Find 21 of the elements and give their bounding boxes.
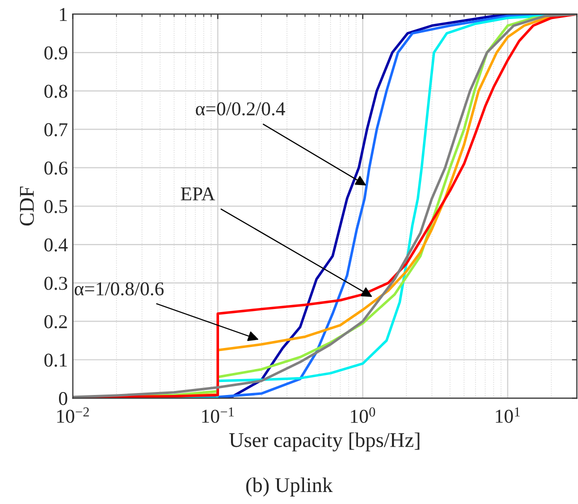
annotation: α=1/0.8/0.6: [74, 282, 164, 296]
text: (b) Uplink: [246, 478, 333, 496]
y-tick-label: 0.6: [44, 162, 68, 175]
y-tick-label: 0.1: [44, 354, 67, 367]
y-tick-label: 0: [58, 392, 68, 406]
annotation: EPA: [180, 187, 216, 200]
y-tick-label: 0.9: [44, 46, 68, 60]
y-tick-label: 0.4: [44, 238, 68, 252]
y-tick-label: 0.2: [44, 315, 67, 328]
y-tick-label: 0.3: [44, 276, 68, 290]
x-tick-label: 10$^{1}$: [496, 407, 520, 423]
x-tick-label: 10$^{−2}$: [57, 407, 89, 423]
x-tick-label: 10$^{−1}$: [202, 407, 234, 423]
annotation: α=0/0.2/0.4: [196, 102, 286, 116]
y-tick-label: 0.8: [44, 84, 68, 98]
x-axis-title: User capacity [bps/Hz]: [229, 432, 420, 452]
y-tick-label: 0.7: [44, 123, 68, 136]
y-axis-title: CDF: [20, 186, 34, 226]
x-tick-label: 10$^{0}$: [350, 407, 376, 423]
y-tick-label: 1: [60, 8, 67, 21]
y-tick-label: 0.5: [44, 200, 68, 214]
